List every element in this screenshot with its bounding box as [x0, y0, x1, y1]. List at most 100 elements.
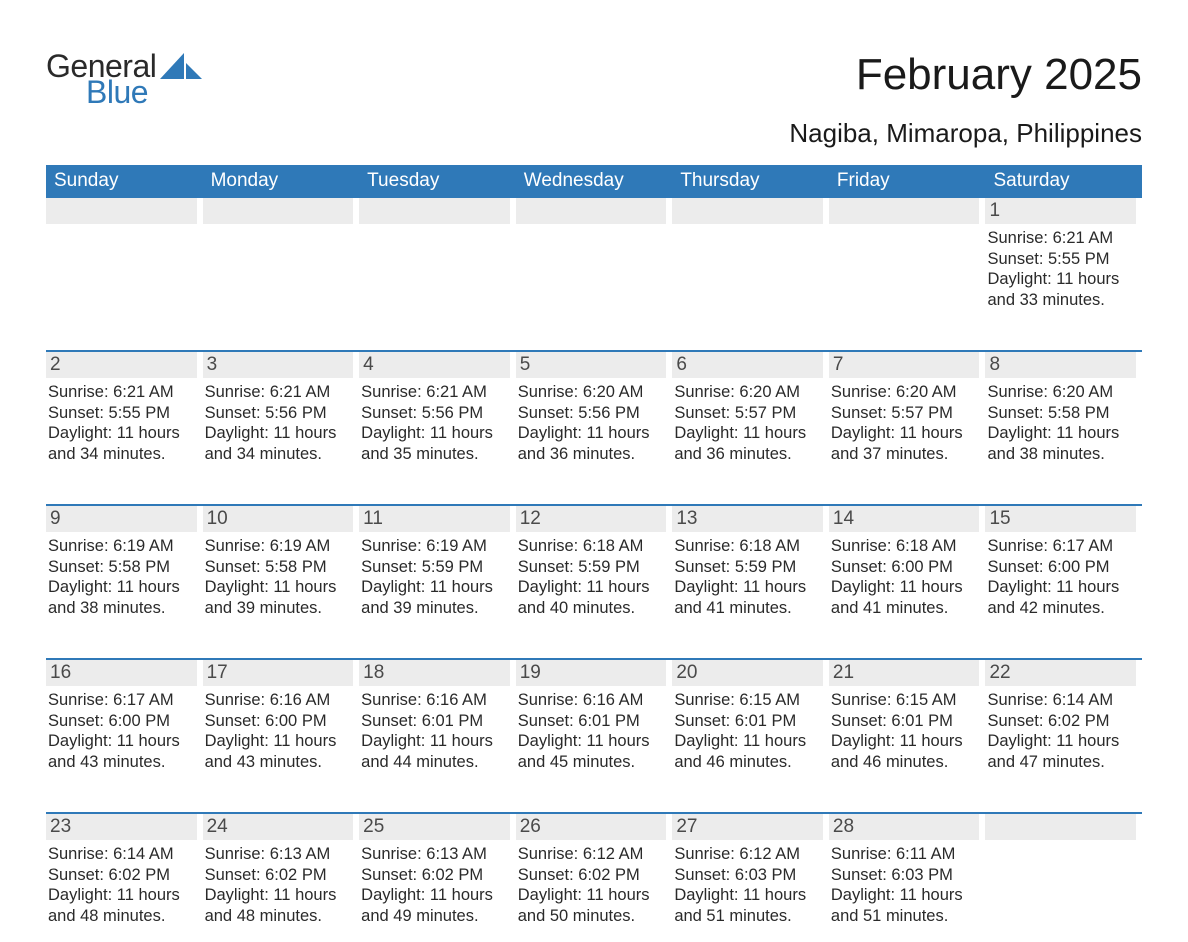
day-sr: Sunrise: 6:19 AM — [48, 536, 197, 557]
day-cell: 14Sunrise: 6:18 AMSunset: 6:00 PMDayligh… — [829, 506, 986, 634]
day-cell: 6Sunrise: 6:20 AMSunset: 5:57 PMDaylight… — [672, 352, 829, 480]
day-cell: 22Sunrise: 6:14 AMSunset: 6:02 PMDayligh… — [985, 660, 1142, 788]
day-cell: 19Sunrise: 6:16 AMSunset: 6:01 PMDayligh… — [516, 660, 673, 788]
weekday-header: Friday — [829, 165, 986, 198]
day-details: Sunrise: 6:13 AMSunset: 6:02 PMDaylight:… — [203, 840, 354, 927]
day-details: Sunrise: 6:21 AMSunset: 5:55 PMDaylight:… — [985, 224, 1136, 311]
day-cell — [672, 198, 829, 326]
day-ss: Sunset: 6:02 PM — [361, 865, 510, 886]
day-number: 4 — [363, 354, 374, 375]
day-dl1: Daylight: 11 hours — [674, 885, 823, 906]
day-sr: Sunrise: 6:15 AM — [674, 690, 823, 711]
day-cell: 26 Sunrise: 6:12 AMSunset: 6:02 PMDayligh… — [516, 814, 673, 942]
day-details: Sunrise: 6:18 AMSunset: 5:59 PMDaylight:… — [516, 532, 667, 619]
day-number: 16 — [50, 662, 71, 683]
day-details: Sunrise: 6:18 AMSunset: 6:00 PMDaylight:… — [829, 532, 980, 619]
day-ss: Sunset: 6:02 PM — [48, 865, 197, 886]
day-dl2: and 50 minutes. — [518, 906, 667, 927]
day-sr: Sunrise: 6:21 AM — [205, 382, 354, 403]
day-details: Sunrise: 6:16 AMSunset: 6:01 PMDaylight:… — [359, 686, 510, 773]
weekday-header: Saturday — [985, 165, 1142, 198]
day-dl1: Daylight: 11 hours — [987, 577, 1136, 598]
day-sr: Sunrise: 6:17 AM — [48, 690, 197, 711]
day-dl1: Daylight: 11 hours — [48, 731, 197, 752]
day-details: Sunrise: 6:14 AMSunset: 6:02 PMDaylight:… — [46, 840, 197, 927]
day-details: Sunrise: 6:19 AMSunset: 5:59 PMDaylight:… — [359, 532, 510, 619]
day-dl1: Daylight: 11 hours — [205, 423, 354, 444]
day-number: 6 — [676, 354, 687, 375]
header: General Blue February 2025 Nagiba, Mimar… — [46, 50, 1142, 149]
day-dl2: and 38 minutes. — [987, 444, 1136, 465]
day-cell: 2Sunrise: 6:21 AMSunset: 5:55 PMDaylight… — [46, 352, 203, 480]
day-dl1: Daylight: 11 hours — [361, 731, 510, 752]
day-sr: Sunrise: 6:15 AM — [831, 690, 980, 711]
calendar-page: General Blue February 2025 Nagiba, Mimar… — [0, 0, 1188, 918]
day-number: 7 — [833, 354, 844, 375]
day-details: Sunrise: 6:14 AMSunset: 6:02 PMDaylight:… — [985, 686, 1136, 773]
day-ss: Sunset: 5:58 PM — [987, 403, 1136, 424]
day-details: Sunrise: 6:18 AMSunset: 5:59 PMDaylight:… — [672, 532, 823, 619]
day-dl2: and 44 minutes. — [361, 752, 510, 773]
day-sr: Sunrise: 6:14 AM — [987, 690, 1136, 711]
day-cell: 24Sunrise: 6:13 AMSunset: 6:02 PMDayligh… — [203, 814, 360, 942]
day-dl1: Daylight: 11 hours — [48, 423, 197, 444]
day-dl2: and 34 minutes. — [205, 444, 354, 465]
day-ss: Sunset: 6:03 PM — [674, 865, 823, 886]
day-ss: Sunset: 6:01 PM — [361, 711, 510, 732]
day-number: 26 — [520, 816, 541, 837]
empty-day-header — [829, 198, 980, 224]
day-cell — [516, 198, 673, 326]
title-block: February 2025 Nagiba, Mimaropa, Philippi… — [789, 50, 1142, 149]
day-details: Sunrise: 6:15 AMSunset: 6:01 PMDaylight:… — [672, 686, 823, 773]
day-cell: 12 Sunrise: 6:18 AMSunset: 5:59 PMDayligh… — [516, 506, 673, 634]
day-sr: Sunrise: 6:20 AM — [987, 382, 1136, 403]
day-dl1: Daylight: 11 hours — [518, 577, 667, 598]
day-ss: Sunset: 6:00 PM — [48, 711, 197, 732]
weekday-header: Wednesday — [516, 165, 673, 198]
day-sr: Sunrise: 6:16 AM — [518, 690, 667, 711]
day-details: Sunrise: 6:12 AMSunset: 6:02 PMDaylight:… — [516, 840, 667, 927]
day-ss: Sunset: 6:01 PM — [674, 711, 823, 732]
weekday-header-row: Sunday Monday Tuesday Wednesday Thursday… — [46, 165, 1142, 198]
empty-day-header — [985, 814, 1136, 840]
calendar-grid: Sunday Monday Tuesday Wednesday Thursday… — [46, 165, 1142, 942]
day-cell: 15Sunrise: 6:17 AMSunset: 6:00 PMDayligh… — [985, 506, 1142, 634]
day-dl1: Daylight: 11 hours — [48, 885, 197, 906]
day-sr: Sunrise: 6:17 AM — [987, 536, 1136, 557]
day-ss: Sunset: 6:02 PM — [518, 865, 667, 886]
day-ss: Sunset: 5:56 PM — [361, 403, 510, 424]
day-dl2: and 51 minutes. — [674, 906, 823, 927]
day-ss: Sunset: 5:56 PM — [205, 403, 354, 424]
day-dl1: Daylight: 11 hours — [674, 731, 823, 752]
day-dl2: and 42 minutes. — [987, 598, 1136, 619]
day-number: 27 — [676, 816, 697, 837]
day-sr: Sunrise: 6:18 AM — [518, 536, 667, 557]
day-sr: Sunrise: 6:16 AM — [205, 690, 354, 711]
day-ss: Sunset: 5:58 PM — [205, 557, 354, 578]
day-dl2: and 47 minutes. — [987, 752, 1136, 773]
day-cell: 13Sunrise: 6:18 AMSunset: 5:59 PMDayligh… — [672, 506, 829, 634]
day-ss: Sunset: 5:56 PM — [518, 403, 667, 424]
day-dl2: and 38 minutes. — [48, 598, 197, 619]
day-ss: Sunset: 6:03 PM — [831, 865, 980, 886]
day-sr: Sunrise: 6:19 AM — [361, 536, 510, 557]
day-dl1: Daylight: 11 hours — [518, 423, 667, 444]
day-ss: Sunset: 5:58 PM — [48, 557, 197, 578]
day-sr: Sunrise: 6:20 AM — [518, 382, 667, 403]
day-number: 12 — [520, 508, 541, 529]
day-cell: 23 Sunrise: 6:14 AMSunset: 6:02 PMDayligh… — [46, 814, 203, 942]
day-number: 23 — [50, 816, 71, 837]
day-dl1: Daylight: 11 hours — [205, 731, 354, 752]
day-dl2: and 36 minutes. — [518, 444, 667, 465]
day-sr: Sunrise: 6:19 AM — [205, 536, 354, 557]
day-ss: Sunset: 5:57 PM — [831, 403, 980, 424]
day-cell: 21Sunrise: 6:15 AMSunset: 6:01 PMDayligh… — [829, 660, 986, 788]
day-dl2: and 46 minutes. — [674, 752, 823, 773]
day-sr: Sunrise: 6:18 AM — [674, 536, 823, 557]
day-cell: 18Sunrise: 6:16 AMSunset: 6:01 PMDayligh… — [359, 660, 516, 788]
day-number: 28 — [833, 816, 854, 837]
day-cell — [985, 814, 1142, 942]
day-dl2: and 34 minutes. — [48, 444, 197, 465]
day-dl1: Daylight: 11 hours — [361, 885, 510, 906]
day-dl1: Daylight: 11 hours — [205, 577, 354, 598]
